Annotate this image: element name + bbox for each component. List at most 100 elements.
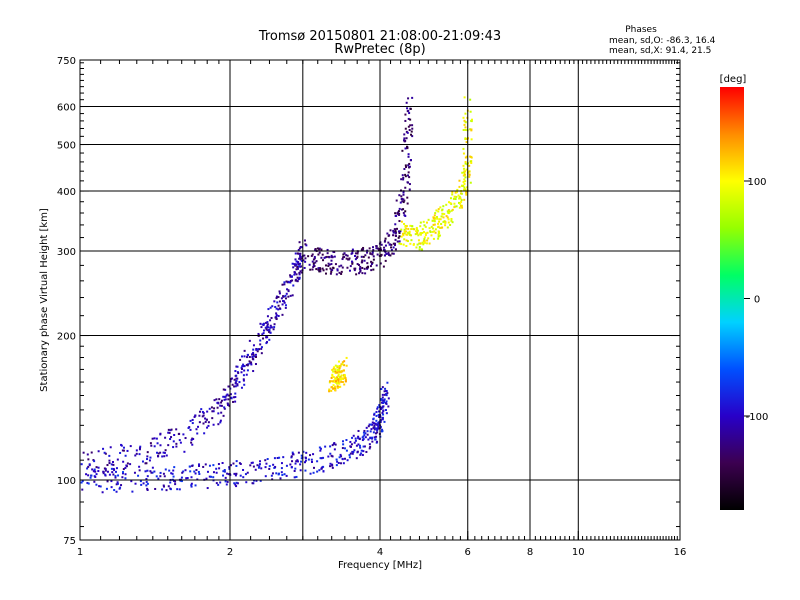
data-point [164, 436, 167, 439]
data-point [295, 273, 298, 276]
data-point [464, 126, 467, 129]
data-point [404, 164, 407, 167]
data-point [462, 181, 465, 184]
data-point [385, 394, 388, 397]
data-point [390, 248, 393, 251]
data-point [328, 381, 331, 384]
data-point [432, 223, 435, 226]
data-point [398, 213, 401, 216]
data-point [304, 260, 307, 263]
data-point [119, 451, 122, 454]
data-point [423, 241, 426, 244]
data-point [104, 473, 107, 476]
data-point [154, 487, 157, 490]
data-point [406, 202, 409, 205]
data-point [464, 176, 467, 179]
data-point [118, 487, 121, 490]
data-point [165, 454, 168, 457]
data-point [362, 248, 365, 251]
data-point [250, 461, 253, 464]
data-point [135, 452, 138, 455]
data-point [331, 466, 334, 469]
data-point [260, 326, 263, 329]
data-point [175, 428, 178, 431]
data-point [338, 271, 341, 274]
data-point [109, 446, 112, 449]
data-point [227, 385, 230, 388]
data-point [316, 247, 319, 250]
data-point [454, 198, 457, 201]
data-point [232, 396, 235, 399]
x-tick-label: 6 [465, 547, 471, 558]
data-point [394, 238, 397, 241]
data-point [138, 447, 141, 450]
data-point [333, 448, 336, 451]
data-point [394, 232, 397, 235]
data-point [340, 377, 343, 380]
data-point [405, 244, 408, 247]
data-point [443, 220, 446, 223]
data-point [122, 460, 125, 463]
data-point [220, 404, 223, 407]
data-point [446, 216, 449, 219]
data-point [189, 419, 192, 422]
data-point [375, 419, 378, 422]
data-point [372, 248, 375, 251]
data-point [295, 260, 298, 263]
data-point [407, 125, 410, 128]
data-point [380, 388, 383, 391]
data-point [186, 477, 189, 480]
data-point [440, 222, 443, 225]
data-point [404, 113, 407, 116]
data-point [80, 481, 83, 484]
data-point [360, 249, 363, 252]
data-point [317, 267, 320, 270]
data-point [148, 459, 151, 462]
data-point [442, 220, 445, 223]
data-point [462, 147, 465, 150]
data-point [385, 400, 388, 403]
data-point [360, 449, 363, 452]
data-point [439, 206, 442, 209]
data-point [157, 452, 160, 455]
data-point [342, 443, 345, 446]
data-point [223, 469, 226, 472]
data-point [219, 481, 222, 484]
data-point [230, 397, 233, 400]
data-point [251, 355, 254, 358]
data-point [246, 364, 249, 367]
data-point [371, 261, 374, 264]
data-point [122, 449, 125, 452]
data-point [311, 268, 314, 271]
data-point [437, 233, 440, 236]
data-point [189, 470, 192, 473]
data-point [345, 257, 348, 260]
data-point [470, 120, 473, 123]
data-point [228, 466, 231, 469]
data-point [368, 447, 371, 450]
data-point [266, 336, 269, 339]
data-point [407, 231, 410, 234]
chart-subtitle: RwPretec (8p) [334, 42, 425, 57]
data-point [134, 454, 137, 457]
x-tick-label: 8 [527, 547, 533, 558]
data-point [168, 469, 171, 472]
data-point [266, 458, 269, 461]
data-point [345, 356, 348, 359]
data-point [377, 249, 380, 252]
data-point [379, 407, 382, 410]
data-point [398, 240, 401, 243]
data-point [146, 475, 149, 478]
data-point [170, 428, 173, 431]
data-point [289, 279, 292, 282]
data-point [381, 386, 384, 389]
data-point [262, 337, 265, 340]
data-point [337, 360, 340, 363]
data-point [102, 447, 105, 450]
data-point [431, 219, 434, 222]
data-point [278, 307, 281, 310]
data-point [217, 412, 220, 415]
phase-stats-heading: Phases [625, 25, 657, 35]
data-point [470, 128, 473, 131]
data-point [340, 380, 343, 383]
